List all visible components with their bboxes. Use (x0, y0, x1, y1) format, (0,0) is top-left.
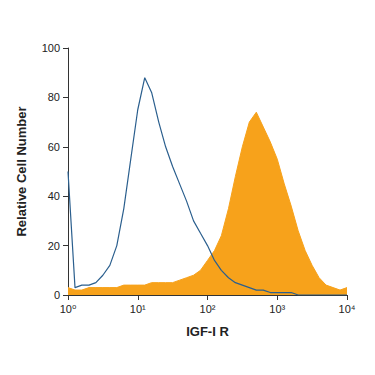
svg-text:10¹: 10¹ (130, 303, 146, 315)
svg-text:Relative Cell Number: Relative Cell Number (14, 106, 29, 236)
svg-text:10⁰: 10⁰ (60, 303, 77, 315)
svg-text:80: 80 (48, 91, 60, 103)
svg-text:100: 100 (42, 42, 60, 54)
svg-text:10³: 10³ (269, 303, 285, 315)
svg-text:60: 60 (48, 141, 60, 153)
svg-text:10⁴: 10⁴ (339, 303, 356, 315)
svg-text:20: 20 (48, 240, 60, 252)
svg-text:0: 0 (54, 289, 60, 301)
svg-text:10²: 10² (200, 303, 216, 315)
svg-text:40: 40 (48, 190, 60, 202)
svg-text:IGF-I R: IGF-I R (186, 324, 229, 339)
